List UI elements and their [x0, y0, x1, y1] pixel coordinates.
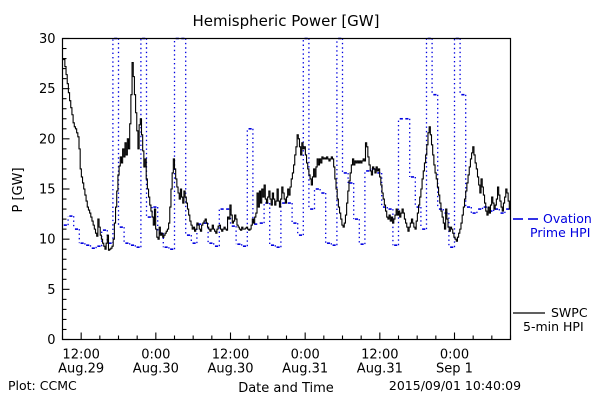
- x-tick-label-time: 12:00: [212, 348, 249, 363]
- legend-swpc-5min: SWPC 5-min HPI: [513, 305, 588, 334]
- legend-label-ovation-line2: Prime HPI: [530, 225, 590, 240]
- x-tick-label-date: Aug.31: [282, 362, 328, 377]
- y-tick-label: 15: [39, 183, 56, 198]
- y-axis-ticks: 0 5 10 15 20 25 30: [39, 32, 70, 348]
- x-tick-label-time: 0:00: [440, 348, 469, 363]
- y-tick-label: 0: [47, 333, 55, 348]
- series-ovation-prime-hpi: [63, 37, 510, 250]
- plot-frame: [61, 37, 512, 341]
- y-tick-label: 20: [39, 132, 56, 147]
- chart-title: Hemispheric Power [GW]: [193, 12, 380, 30]
- x-tick-label-time: 0:00: [141, 348, 170, 363]
- x-tick-label-time: 0:00: [291, 348, 320, 363]
- x-tick-label-time: 12:00: [361, 348, 398, 363]
- render-timestamp: 2015/09/01 10:40:09: [389, 378, 521, 393]
- x-tick-label-date: Aug.30: [133, 362, 179, 377]
- x-tick-label-date: Aug.31: [357, 362, 403, 377]
- legend-label-swpc-line1: SWPC: [551, 305, 588, 320]
- x-axis-label: Date and Time: [238, 381, 334, 396]
- y-tick-label: 5: [47, 283, 55, 298]
- series-swpc-5min-hpi: [62, 58, 511, 251]
- legend-label-ovation-line1: Ovation: [543, 211, 592, 226]
- legend-ovation-prime: Ovation Prime HPI: [513, 211, 592, 240]
- y-tick-label: 10: [39, 233, 56, 248]
- x-tick-label-date: Sep 1: [436, 362, 473, 377]
- plot-credit: Plot: CCMC: [8, 378, 77, 393]
- series-line-swpc: [62, 58, 511, 251]
- x-tick-label-time: 12:00: [62, 348, 99, 363]
- x-axis-ticks: 12:00Aug.290:00Aug.3012:00Aug.300:00Aug.…: [58, 332, 512, 377]
- legend-label-swpc-line2: 5-min HPI: [523, 319, 584, 334]
- y-tick-label: 25: [39, 82, 56, 97]
- x-tick-label-date: Aug.29: [58, 362, 104, 377]
- x-tick-label-date: Aug.30: [207, 362, 253, 377]
- y-tick-label: 30: [39, 32, 56, 47]
- y-axis-label: P [GW]: [11, 167, 26, 212]
